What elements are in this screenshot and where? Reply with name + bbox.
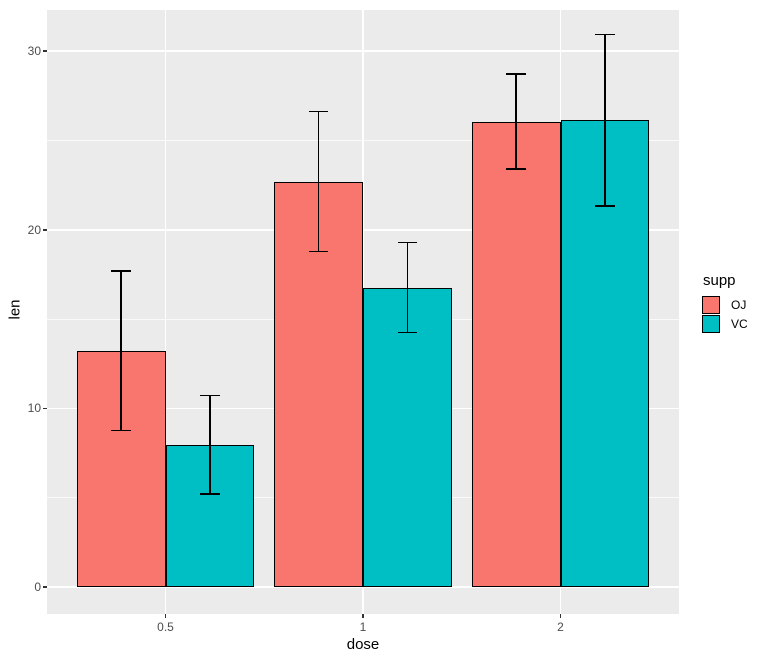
errorbar-oj-0.5-line [120, 271, 122, 431]
legend: supp OJ VC [702, 272, 748, 334]
legend-label-oj: OJ [731, 298, 747, 312]
errorbar-oj-1-cap-top [308, 110, 329, 113]
y-tick-label-10: 10 [27, 401, 41, 416]
y-tick-mark [43, 229, 47, 231]
x-tick-mark [362, 614, 364, 618]
gridline-major-x [164, 10, 167, 614]
errorbar-vc-0.5-cap-bottom [200, 492, 220, 495]
y-tick-mark [43, 586, 47, 588]
x-axis-title: dose [346, 636, 380, 653]
errorbar-oj-2-cap-top [506, 73, 526, 75]
bar-oj-2 [471, 121, 561, 588]
plot-panel [47, 10, 679, 614]
x-tick-label-1: 1 [359, 620, 367, 634]
errorbar-oj-2-line [515, 73, 517, 170]
legend-key-oj: OJ [702, 296, 748, 314]
errorbar-oj-0.5-cap-bottom [111, 429, 131, 432]
errorbar-vc-1-line [406, 242, 409, 333]
errorbar-vc-0.5-cap-top [200, 394, 220, 397]
x-tick-mark [164, 614, 167, 618]
legend-swatch-oj [702, 296, 720, 314]
x-tick-label-0.5: 0.5 [157, 620, 174, 634]
errorbar-vc-2-cap-top [595, 33, 615, 36]
legend-label-vc: VC [731, 317, 748, 331]
y-axis-title: len [6, 299, 24, 320]
errorbar-oj-0.5-cap-top [111, 270, 131, 272]
bar-vc-1 [363, 287, 452, 588]
errorbar-vc-1-cap-top [397, 241, 418, 244]
errorbar-vc-1-cap-bottom [397, 331, 418, 334]
x-tick-mark [559, 614, 562, 618]
errorbar-oj-1-cap-bottom [308, 250, 329, 253]
y-tick-label-0: 0 [34, 580, 41, 595]
errorbar-oj-1-line [317, 111, 320, 252]
legend-key-vc: VC [702, 315, 748, 333]
y-tick-label-30: 30 [27, 44, 41, 59]
errorbar-oj-2-cap-bottom [506, 168, 526, 170]
legend-swatch-vc [702, 315, 720, 333]
errorbar-vc-0.5-line [209, 395, 211, 494]
legend-title: supp [703, 272, 736, 289]
y-tick-label-20: 20 [27, 222, 41, 237]
legend-keys: OJ VC [702, 296, 748, 333]
errorbar-vc-2-cap-bottom [595, 205, 615, 207]
errorbar-vc-2-line [604, 34, 606, 206]
y-tick-mark [43, 50, 47, 52]
x-tick-label-2: 2 [557, 620, 564, 634]
y-tick-mark [43, 407, 47, 410]
